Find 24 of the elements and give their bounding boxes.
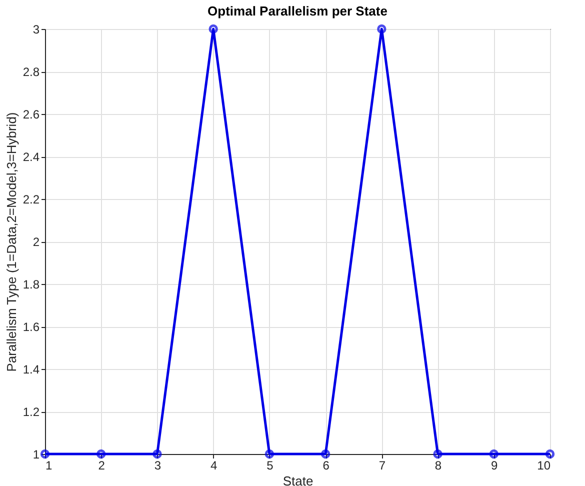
x-tick-label: 8 (434, 458, 442, 472)
x-tick-label: 2 (98, 458, 106, 472)
y-tick-label: 2.2 (22, 192, 40, 206)
x-tick-label: 9 (491, 458, 498, 472)
x-tick-label: 1 (46, 458, 52, 472)
x-tick-label: 7 (378, 458, 386, 472)
y-tick-label: 1.2 (22, 405, 40, 419)
y-tick-label: 1.6 (22, 320, 40, 334)
y-tick-label: 2 (32, 235, 40, 249)
y-tick-label: 2.8 (22, 65, 40, 79)
y-tick-label: 2.4 (22, 150, 40, 164)
y-axis-title: Parallelism Type (1=Data,2=Model,3=Hybrid) (4, 112, 19, 372)
y-tick-label: 1.8 (22, 278, 40, 292)
x-tick-label: 4 (210, 458, 218, 472)
y-tick-label: 3 (32, 22, 40, 36)
y-tick-label: 2.6 (22, 108, 40, 122)
x-tick-label: 3 (154, 458, 162, 472)
chart-title: Optimal Parallelism per State (208, 4, 388, 19)
x-axis-title: State (282, 474, 314, 486)
x-tick-label: 5 (266, 458, 274, 472)
y-tick-label: 1.4 (22, 362, 40, 376)
x-tick-label: 6 (322, 458, 330, 472)
x-tick-label: 10 (537, 458, 551, 472)
y-tick-label: 1 (32, 448, 40, 462)
